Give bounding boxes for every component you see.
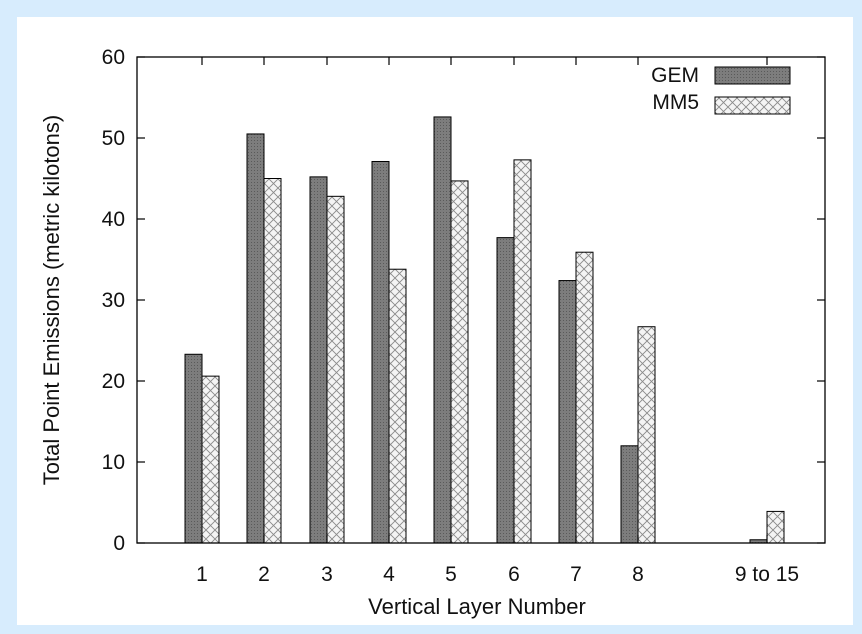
x-tick-label: 2 bbox=[258, 563, 270, 586]
y-axis-title: Total Point Emissions (metric kilotons) bbox=[39, 115, 64, 485]
y-tick-label: 20 bbox=[102, 370, 125, 393]
y-tick-label: 60 bbox=[102, 46, 125, 69]
x-tick-label: 3 bbox=[321, 563, 333, 586]
bar-gem-2 bbox=[246, 133, 265, 544]
chart-panel: 0 10 20 30 40 50 60 1 2 3 4 5 6 7 8 9 to 15 Vertical L… bbox=[17, 17, 853, 625]
x-tick-label: 4 bbox=[383, 563, 395, 586]
bar-mm5-6 bbox=[513, 159, 532, 544]
bar-mm5-4 bbox=[388, 268, 407, 544]
y-tick-label: 30 bbox=[102, 289, 125, 312]
legend: GEM MM5 bbox=[651, 64, 791, 115]
y-tick-label: 10 bbox=[102, 451, 125, 474]
bar-gem-5 bbox=[433, 116, 452, 544]
legend-label-gem: GEM bbox=[651, 64, 699, 87]
bar-gem-7 bbox=[558, 280, 577, 544]
y-tick-label: 0 bbox=[113, 532, 125, 555]
legend-label-mm5: MM5 bbox=[652, 91, 699, 114]
x-tick-label: 5 bbox=[445, 563, 457, 586]
x-tick-label: 9 to 15 bbox=[735, 563, 799, 586]
bar-gem-1 bbox=[184, 353, 203, 544]
y-tick-label: 40 bbox=[102, 208, 125, 231]
bar-gem-6 bbox=[496, 237, 515, 544]
y-tick-label: 50 bbox=[102, 127, 125, 150]
legend-swatch-mm5 bbox=[714, 96, 791, 115]
bar-mm5-2 bbox=[263, 178, 282, 544]
bar-mm5-3 bbox=[326, 195, 345, 544]
bar-chart: 0 10 20 30 40 50 60 1 2 3 4 5 6 7 8 9 to 15 Vertical L… bbox=[39, 46, 826, 619]
x-tick-label: 7 bbox=[570, 563, 582, 586]
legend-swatch-gem bbox=[714, 66, 791, 85]
x-axis-ticks: 1 2 3 4 5 6 7 8 9 to 15 bbox=[196, 57, 799, 586]
x-axis-title: Vertical Layer Number bbox=[368, 594, 586, 619]
x-tick-label: 8 bbox=[632, 563, 644, 586]
bar-gem-4 bbox=[371, 160, 390, 544]
x-tick-label: 1 bbox=[196, 563, 208, 586]
bars-group bbox=[184, 116, 785, 544]
bar-mm5-9 bbox=[766, 510, 785, 544]
bar-mm5-8 bbox=[637, 326, 656, 544]
bar-mm5-5 bbox=[450, 180, 469, 544]
bar-mm5-1 bbox=[201, 375, 220, 544]
x-tick-label: 6 bbox=[508, 563, 520, 586]
bar-gem-3 bbox=[309, 176, 328, 544]
bar-mm5-7 bbox=[575, 251, 594, 544]
bar-gem-8 bbox=[620, 445, 639, 544]
plot-frame bbox=[136, 56, 826, 544]
